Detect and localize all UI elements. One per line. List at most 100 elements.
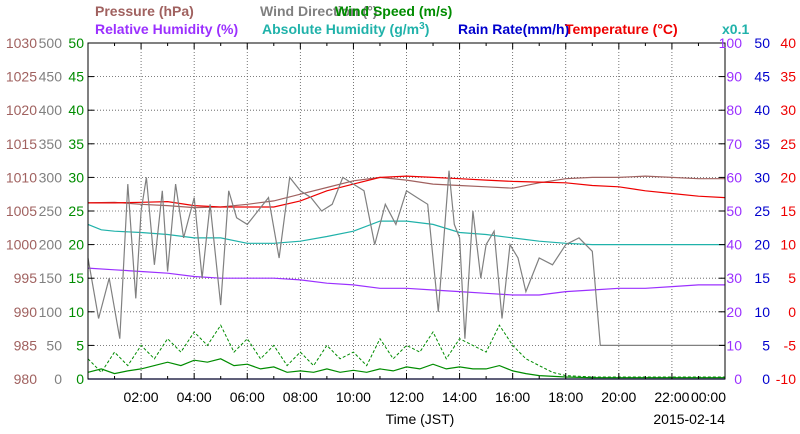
x-axis: 02:00 04:00 06:00 08:00 10:00 12:00 14:00 16:00… — [114, 43, 726, 405]
temperature-tick-label: 40 — [780, 35, 796, 51]
legend-entry-0-0: Pressure (hPa) — [95, 3, 194, 19]
x-tick-label: 22:00 — [654, 389, 689, 405]
x-tick-label: 10:00 — [336, 389, 371, 405]
legend-entry-text: Pressure (hPa) — [95, 3, 194, 19]
wind_dir-tick-label: 350 — [39, 136, 63, 152]
wind_speed-tick-label: 0 — [76, 371, 84, 387]
plot-grid — [88, 43, 725, 379]
rain_abs-tick-label: 20 — [754, 237, 770, 253]
legend-entry-text: Wind Speed (m/s) — [335, 3, 452, 19]
wind_dir-tick-label: 200 — [39, 237, 63, 253]
pressure-tick-label: 1030 — [6, 35, 37, 51]
wind_speed-tick-label: 15 — [68, 270, 84, 286]
temperature-tick-label: 10 — [780, 237, 796, 253]
wind_dir-tick-label: 50 — [46, 337, 62, 353]
wind_dir-tick-label: 300 — [39, 169, 63, 185]
x-tick-label: 18:00 — [548, 389, 583, 405]
rain_abs-tick-label: 40 — [754, 102, 770, 118]
wind_speed-tick-label: 35 — [68, 136, 84, 152]
legend-entry-tail: ) — [425, 21, 430, 37]
series-temperature — [88, 175, 726, 208]
pressure-tick-label: 1000 — [6, 237, 37, 253]
humidity-tick-label: 20 — [726, 304, 742, 320]
legend: Pressure (hPa) Wind Direction (°)Wind Spe… — [95, 3, 749, 37]
legend-entry-text: Absolute Humidity (g/m — [262, 21, 419, 37]
x-tick-label: 14:00 — [442, 389, 477, 405]
pressure-tick-label: 1005 — [6, 203, 37, 219]
wind_speed-tick-label: 30 — [68, 169, 84, 185]
wind_dir-tick-label: 500 — [39, 35, 63, 51]
humidity-tick-label: 30 — [726, 270, 742, 286]
temperature-tick-label: -10 — [776, 371, 796, 387]
temperature-tick-label: 15 — [780, 203, 796, 219]
humidity-tick-label: 100 — [719, 35, 743, 51]
left-axes: 1030102510201015101010051000995990985980… — [6, 35, 94, 387]
humidity-tick-label: 90 — [726, 69, 742, 85]
pressure-tick-label: 1025 — [6, 69, 37, 85]
pressure-tick-label: 980 — [14, 371, 38, 387]
legend-entry-1-0: Relative Humidity (%) — [95, 21, 238, 37]
humidity-tick-label: 40 — [726, 237, 742, 253]
wind_dir-tick-label: 0 — [54, 371, 62, 387]
temperature-tick-label: 20 — [780, 169, 796, 185]
rain_abs-tick-label: 30 — [754, 169, 770, 185]
legend-entry-text: Temperature (°C) — [565, 21, 678, 37]
humidity-tick-label: 60 — [726, 169, 742, 185]
x-tick-label: 08:00 — [283, 389, 318, 405]
x-tick-label: 20:00 — [601, 389, 636, 405]
series-absolute-humidity — [87, 220, 725, 246]
wind_dir-tick-label: 450 — [39, 69, 63, 85]
rain_abs-tick-label: 5 — [762, 337, 770, 353]
temperature-tick-label: 0 — [788, 304, 796, 320]
pressure-tick-label: 990 — [14, 304, 38, 320]
wind_dir-tick-label: 100 — [39, 304, 63, 320]
legend-entry-0-1: Wind Direction (°) — [260, 3, 377, 19]
wind_speed-tick-label: 20 — [68, 237, 84, 253]
x-tick-label: 00:00 — [691, 389, 726, 405]
legend-entry-1-4: x0.1 — [722, 21, 749, 37]
wind_speed-tick-label: 40 — [68, 102, 84, 118]
wind_dir-tick-label: 250 — [39, 203, 63, 219]
temperature-tick-label: 5 — [788, 270, 796, 286]
wind_speed-tick-label: 5 — [76, 337, 84, 353]
humidity-tick-label: 80 — [726, 102, 742, 118]
x-tick-label: 06:00 — [230, 389, 265, 405]
rain_abs-tick-label: 50 — [754, 35, 770, 51]
series-wind-speed-max- — [87, 324, 725, 378]
rain_abs-tick-label: 35 — [754, 136, 770, 152]
pressure-tick-label: 995 — [14, 270, 38, 286]
temperature-tick-label: -5 — [784, 337, 797, 353]
humidity-tick-label: 50 — [726, 203, 742, 219]
x-tick-label: 02:00 — [124, 389, 159, 405]
x-tick-label: 12:00 — [389, 389, 424, 405]
pressure-tick-label: 1015 — [6, 136, 37, 152]
rain_abs-tick-label: 0 — [762, 371, 770, 387]
rain_abs-tick-label: 10 — [754, 304, 770, 320]
legend-entry-1-2: Rain Rate(mm/h) — [458, 21, 569, 37]
humidity-tick-label: 10 — [726, 337, 742, 353]
series-wind-speed — [87, 358, 725, 379]
legend-entry-1-3: Temperature (°C) — [565, 21, 678, 37]
series-wind-direction — [87, 170, 725, 346]
x-tick-label: 16:00 — [495, 389, 530, 405]
series-pressure — [87, 175, 725, 209]
pressure-tick-label: 1010 — [6, 169, 37, 185]
temperature-tick-label: 25 — [780, 136, 796, 152]
date-label: 2015-02-14 — [653, 411, 725, 427]
wind_speed-tick-label: 50 — [68, 35, 84, 51]
rain_abs-tick-label: 45 — [754, 69, 770, 85]
wind_dir-tick-label: 400 — [39, 102, 63, 118]
legend-entry-text: x0.1 — [722, 21, 749, 37]
pressure-tick-label: 985 — [14, 337, 38, 353]
legend-entry-text: Relative Humidity (%) — [95, 21, 238, 37]
series-relative-humidity — [87, 267, 725, 296]
temperature-tick-label: 30 — [780, 102, 796, 118]
x-axis-label: Time (JST) — [386, 411, 455, 427]
wind_dir-tick-label: 150 — [39, 270, 63, 286]
rain_abs-tick-label: 25 — [754, 203, 770, 219]
legend-entry-1-1: Absolute Humidity (g/m3) — [262, 21, 429, 37]
legend-entry-0-2: Wind Speed (m/s) — [335, 3, 452, 19]
pressure-tick-label: 1020 — [6, 102, 37, 118]
temperature-tick-label: 35 — [780, 69, 796, 85]
